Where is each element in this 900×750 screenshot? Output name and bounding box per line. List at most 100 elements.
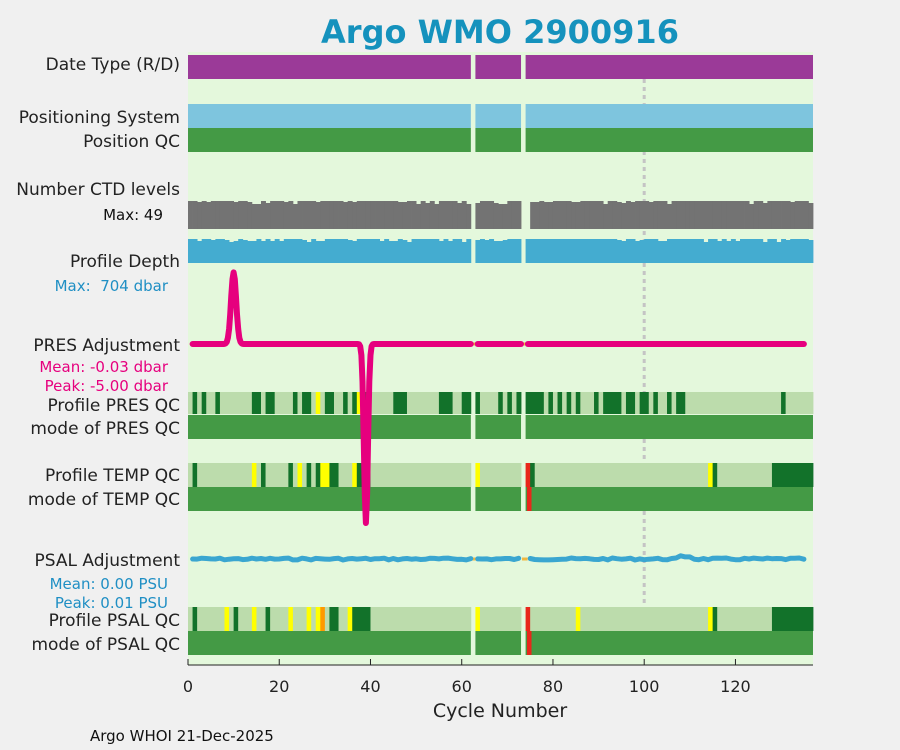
- psal-qc-cycle-65: [484, 607, 490, 631]
- pres-qc-cycle-52: [425, 392, 431, 414]
- temp-qc-cycle-10: [233, 463, 239, 487]
- temp-qc-cycle-82: [562, 463, 568, 487]
- ctd-levels-bar-cycle-22: [288, 201, 294, 229]
- pres-qc-cycle-103: [657, 392, 663, 414]
- pres-qc-cycle-131: [785, 392, 791, 414]
- temp-qc-cycle-28: [315, 463, 321, 487]
- psal-qc-cycle-76: [534, 607, 540, 631]
- psal-qc-cycle-122: [744, 607, 750, 631]
- ctd-levels-bar-cycle-7: [219, 201, 225, 229]
- footer-credit: Argo WHOI 21-Dec-2025: [90, 727, 274, 745]
- profile-depth-bar-cycle-81: [557, 239, 563, 263]
- pres-qc-cycle-120: [735, 392, 741, 414]
- profile-depth-bar-cycle-136: [808, 240, 814, 263]
- temp-qc-cycle-58: [452, 463, 458, 487]
- profile-depth-bar-cycle-72: [516, 239, 522, 263]
- psal-qc-cycle-110: [689, 607, 695, 631]
- ctd-levels-bar-cycle-30: [324, 201, 330, 229]
- ctd-levels-bar-cycle-33: [338, 201, 344, 229]
- ctd-levels-bar-cycle-37: [356, 201, 362, 229]
- pres-qc-cycle-51: [420, 392, 426, 414]
- psal-qc-cycle-117: [721, 607, 727, 631]
- ctd-levels-bar-cycle-95: [621, 203, 627, 229]
- temp-qc-cycle-34: [343, 463, 349, 487]
- pres-qc-cycle-36: [352, 392, 358, 414]
- psal-qc-cycle-25: [302, 607, 308, 631]
- psal-qc-cycle-54: [434, 607, 440, 631]
- pres-mean-note: Mean: -0.03 dbar: [39, 358, 169, 376]
- psal-qc-cycle-39: [365, 607, 371, 631]
- psal-qc-cycle-15: [256, 607, 262, 631]
- temp-qc-cycle-6: [215, 463, 221, 487]
- ctd-levels-bar-cycle-85: [575, 202, 581, 229]
- profile-depth-bar-cycle-59: [457, 239, 463, 263]
- ctd-levels-bar-cycle-19: [274, 201, 280, 229]
- temp-qc-cycle-29: [320, 463, 326, 487]
- mode-temp-qc-seg-1: [475, 487, 522, 511]
- temp-qc-cycle-99: [639, 463, 645, 487]
- positioning-bar-seg-1: [475, 104, 522, 128]
- pres-peak-note: Peak: -5.00 dbar: [45, 377, 169, 395]
- pres-qc-cycle-35: [347, 392, 353, 414]
- psal-qc-cycle-81: [557, 607, 563, 631]
- psal-qc-cycle-123: [749, 607, 755, 631]
- ctd-levels-bar-cycle-18: [270, 201, 276, 229]
- profile-depth-bar-cycle-42: [379, 241, 385, 263]
- pres-qc-cycle-84: [571, 392, 577, 414]
- pres-qc-cycle-60: [461, 392, 467, 414]
- ctd-levels-bar-cycle-36: [352, 202, 358, 229]
- mode-psal-qc-seg-2: [525, 631, 813, 655]
- ctd-levels-bar-cycle-101: [648, 202, 654, 229]
- temp-qc-cycle-116: [717, 463, 723, 487]
- ctd-levels-bar-cycle-34: [343, 202, 349, 229]
- profile-depth-bar-cycle-61: [466, 239, 472, 263]
- psal-qc-cycle-83: [566, 607, 572, 631]
- profile-depth-bar-cycle-113: [703, 242, 709, 263]
- pres-qc-cycle-19: [274, 392, 280, 414]
- temp-qc-cycle-23: [292, 463, 298, 487]
- temp-qc-cycle-83: [566, 463, 572, 487]
- profile-depth-bar-cycle-89: [594, 239, 599, 263]
- profile-depth-bar-cycle-130: [781, 239, 787, 263]
- pres-qc-cycle-80: [552, 392, 558, 414]
- pres-qc-cycle-108: [680, 392, 686, 414]
- pres-qc-cycle-1: [192, 392, 198, 414]
- ctd-levels-bar-cycle-103: [657, 201, 663, 229]
- temp-qc-cycle-44: [388, 463, 394, 487]
- profile-depth-bar-cycle-40: [370, 239, 376, 263]
- profile-depth-bar-cycle-108: [680, 239, 686, 263]
- pres-qc-cycle-132: [790, 392, 796, 414]
- profile-depth-bar-cycle-46: [397, 239, 403, 263]
- pres-qc-cycle-115: [712, 392, 718, 414]
- profile-depth-bar-cycle-101: [648, 239, 654, 263]
- temp-qc-cycle-106: [671, 463, 677, 487]
- psal-qc-cycle-94: [616, 607, 622, 631]
- ctd-levels-bar-cycle-93: [612, 201, 618, 229]
- profile-depth-bar-cycle-15: [256, 239, 262, 263]
- pres-qc-cycle-53: [429, 392, 435, 414]
- pres-qc-cycle-90: [598, 392, 604, 414]
- ctd-levels-bar-cycle-114: [708, 201, 714, 229]
- psal-qc-cycle-133: [794, 607, 800, 631]
- psal-qc-cycle-111: [694, 607, 700, 631]
- temp-qc-cycle-78: [543, 463, 549, 487]
- psal-qc-cycle-128: [771, 607, 777, 631]
- mode-pres-qc-seg-2: [525, 415, 813, 439]
- temp-qc-cycle-98: [635, 463, 641, 487]
- temp-qc-cycle-1: [192, 463, 198, 487]
- profile-depth-bar-cycle-38: [361, 239, 367, 263]
- temp-qc-cycle-35: [347, 463, 353, 487]
- temp-qc-cycle-21: [283, 463, 289, 487]
- temp-qc-cycle-64: [479, 463, 485, 487]
- profile-depth-bar-cycle-83: [566, 239, 572, 263]
- ctd-levels-bar-cycle-136: [808, 203, 814, 229]
- psal-qc-cycle-12: [242, 607, 248, 631]
- ctd-levels-bar-cycle-5: [210, 201, 216, 229]
- profile-depth-bar-cycle-75: [530, 239, 536, 263]
- psal-mean-note: Mean: 0.00 PSU: [50, 575, 168, 593]
- temp-qc-cycle-13: [247, 463, 253, 487]
- ctd-levels-bar-cycle-57: [448, 201, 453, 229]
- profile-depth-bar-cycle-21: [283, 239, 289, 263]
- profile-depth-bar-cycle-65: [484, 240, 490, 263]
- pres-qc-cycle-37: [356, 392, 362, 414]
